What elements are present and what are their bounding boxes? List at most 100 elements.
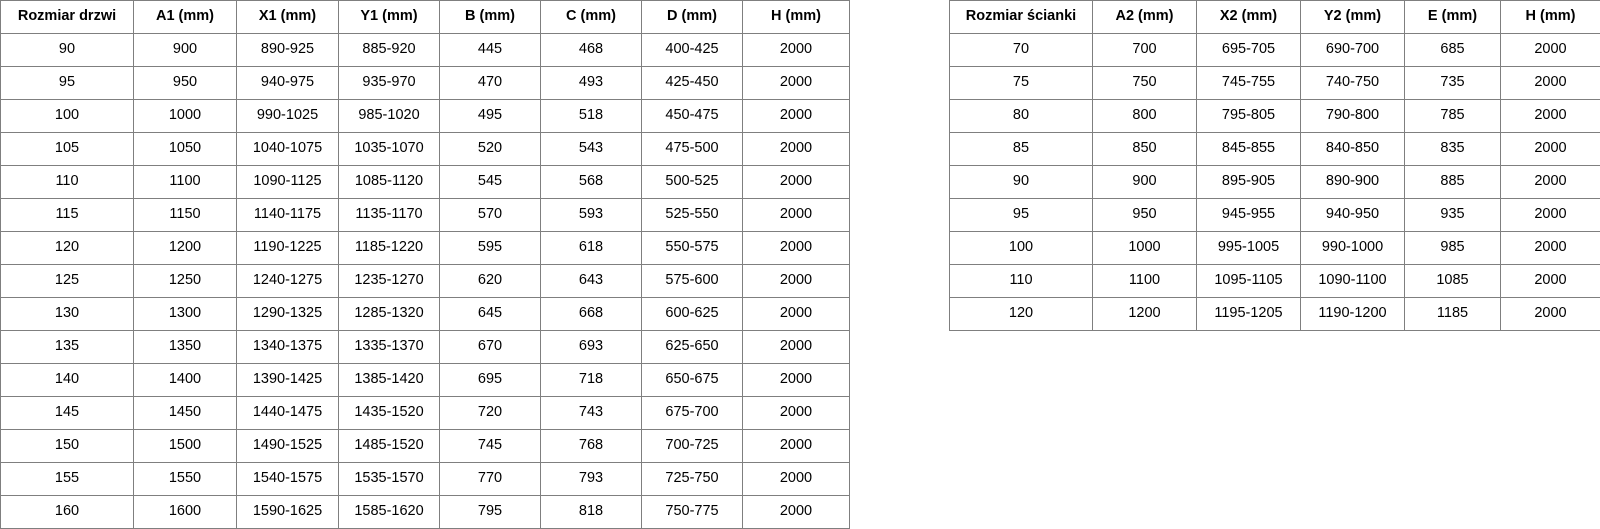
table-cell: 940-950 [1301, 199, 1405, 232]
doors-table-column-header: D (mm) [642, 1, 743, 34]
table-cell: 520 [440, 133, 541, 166]
table-cell: 675-700 [642, 397, 743, 430]
table-cell: 115 [1, 199, 134, 232]
table-cell: 1540-1575 [237, 463, 339, 496]
table-cell: 2000 [743, 397, 850, 430]
table-cell: 1390-1425 [237, 364, 339, 397]
table-cell: 1095-1105 [1197, 265, 1301, 298]
table-cell: 890-925 [237, 34, 339, 67]
table-cell: 1200 [1093, 298, 1197, 331]
table-cell: 795 [440, 496, 541, 529]
table-cell: 90 [1, 34, 134, 67]
table-cell: 1385-1420 [339, 364, 440, 397]
table-cell: 935 [1405, 199, 1501, 232]
table-cell: 685 [1405, 34, 1501, 67]
table-cell: 120 [1, 232, 134, 265]
table-cell: 940-975 [237, 67, 339, 100]
table-cell: 935-970 [339, 67, 440, 100]
table-cell: 1185-1220 [339, 232, 440, 265]
table-cell: 568 [541, 166, 642, 199]
table-cell: 2000 [1501, 34, 1600, 67]
table-cell: 1535-1570 [339, 463, 440, 496]
table-cell: 670 [440, 331, 541, 364]
table-cell: 600-625 [642, 298, 743, 331]
table-cell: 468 [541, 34, 642, 67]
table-cell: 850 [1093, 133, 1197, 166]
table-cell: 2000 [743, 166, 850, 199]
table-cell: 1200 [134, 232, 237, 265]
table-cell: 2000 [743, 67, 850, 100]
table-cell: 690-700 [1301, 34, 1405, 67]
table-cell: 1050 [134, 133, 237, 166]
table-cell: 1340-1375 [237, 331, 339, 364]
table-cell: 85 [950, 133, 1093, 166]
table-cell: 745-755 [1197, 67, 1301, 100]
table-cell: 743 [541, 397, 642, 430]
table-cell: 2000 [1501, 67, 1600, 100]
table-cell: 545 [440, 166, 541, 199]
table-cell: 470 [440, 67, 541, 100]
table-cell: 1035-1070 [339, 133, 440, 166]
table-cell: 2000 [743, 496, 850, 529]
table-cell: 2000 [743, 298, 850, 331]
table-cell: 495 [440, 100, 541, 133]
table-cell: 693 [541, 331, 642, 364]
table-cell: 130 [1, 298, 134, 331]
table-cell: 2000 [743, 430, 850, 463]
table-cell: 885-920 [339, 34, 440, 67]
table-cell: 500-525 [642, 166, 743, 199]
table-cell: 570 [440, 199, 541, 232]
table-cell: 818 [541, 496, 642, 529]
walls-table-column-header: H (mm) [1501, 1, 1600, 34]
table-cell: 2000 [1501, 199, 1600, 232]
table-cell: 2000 [743, 364, 850, 397]
table-cell: 990-1000 [1301, 232, 1405, 265]
table-cell: 1090-1100 [1301, 265, 1405, 298]
table-cell: 120 [950, 298, 1093, 331]
table-cell: 750-775 [642, 496, 743, 529]
table-cell: 950 [134, 67, 237, 100]
doors-table-column-header: Y1 (mm) [339, 1, 440, 34]
table-cell: 150 [1, 430, 134, 463]
table-cell: 518 [541, 100, 642, 133]
table-cell: 2000 [743, 265, 850, 298]
table-cell: 1000 [1093, 232, 1197, 265]
table-cell: 2000 [1501, 133, 1600, 166]
table-cell: 785 [1405, 100, 1501, 133]
table-cell: 740-750 [1301, 67, 1405, 100]
table-cell: 75 [950, 67, 1093, 100]
table-cell: 1185 [1405, 298, 1501, 331]
table-cell: 890-900 [1301, 166, 1405, 199]
table-cell: 450-475 [642, 100, 743, 133]
table-cell: 1085-1120 [339, 166, 440, 199]
table-cell: 2000 [1501, 298, 1600, 331]
table-cell: 725-750 [642, 463, 743, 496]
table-cell: 645 [440, 298, 541, 331]
table-cell: 985-1020 [339, 100, 440, 133]
table-cell: 2000 [1501, 100, 1600, 133]
table-cell: 735 [1405, 67, 1501, 100]
table-cell: 1085 [1405, 265, 1501, 298]
table-cell: 2000 [743, 34, 850, 67]
table-cell: 1600 [134, 496, 237, 529]
table-cell: 700-725 [642, 430, 743, 463]
table-cell: 1100 [1093, 265, 1197, 298]
doors-table-column-header: A1 (mm) [134, 1, 237, 34]
doors-table-column-header: C (mm) [541, 1, 642, 34]
table-cell: 750 [1093, 67, 1197, 100]
table-cell: 110 [950, 265, 1093, 298]
table-cell: 1585-1620 [339, 496, 440, 529]
